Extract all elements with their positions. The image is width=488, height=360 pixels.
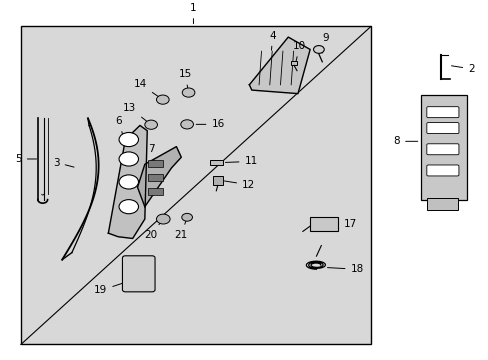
Bar	[148, 188, 163, 195]
Text: 19: 19	[94, 282, 127, 296]
Bar	[290, 62, 297, 66]
Text: 12: 12	[224, 180, 255, 190]
Text: 1: 1	[190, 3, 196, 24]
Circle shape	[119, 175, 138, 189]
Circle shape	[181, 120, 193, 129]
Text: 21: 21	[174, 220, 187, 240]
Circle shape	[182, 88, 195, 97]
Text: 13: 13	[123, 103, 149, 123]
Text: 8: 8	[393, 136, 417, 146]
Polygon shape	[137, 147, 181, 207]
FancyBboxPatch shape	[426, 165, 458, 176]
Bar	[426, 198, 458, 210]
Bar	[210, 160, 222, 165]
Bar	[148, 160, 163, 167]
FancyBboxPatch shape	[426, 123, 458, 134]
Text: 15: 15	[178, 69, 191, 90]
Text: 7: 7	[147, 144, 155, 165]
FancyBboxPatch shape	[426, 144, 458, 155]
Text: 4: 4	[269, 31, 275, 50]
Text: 20: 20	[144, 221, 161, 240]
Text: 3: 3	[53, 158, 74, 167]
Circle shape	[119, 132, 138, 147]
Bar	[148, 174, 163, 181]
Circle shape	[144, 120, 157, 129]
Bar	[420, 95, 466, 199]
Text: 16: 16	[196, 120, 224, 129]
Circle shape	[156, 95, 169, 104]
Text: 9: 9	[322, 33, 329, 53]
Text: 6: 6	[116, 116, 123, 137]
Polygon shape	[108, 125, 147, 238]
Text: 17: 17	[317, 219, 357, 229]
Text: 11: 11	[225, 157, 257, 166]
Bar	[21, 27, 370, 345]
Polygon shape	[249, 37, 309, 94]
Circle shape	[182, 213, 192, 221]
FancyBboxPatch shape	[426, 107, 458, 118]
Text: 2: 2	[450, 64, 474, 74]
Circle shape	[119, 152, 138, 166]
Circle shape	[313, 46, 324, 53]
Text: 10: 10	[292, 41, 305, 61]
Bar	[309, 217, 338, 231]
FancyBboxPatch shape	[122, 256, 155, 292]
Bar	[212, 176, 222, 185]
Text: 18: 18	[327, 264, 363, 274]
Circle shape	[156, 214, 170, 224]
Text: 14: 14	[134, 80, 160, 98]
Text: 5: 5	[15, 154, 37, 164]
Circle shape	[119, 199, 138, 214]
